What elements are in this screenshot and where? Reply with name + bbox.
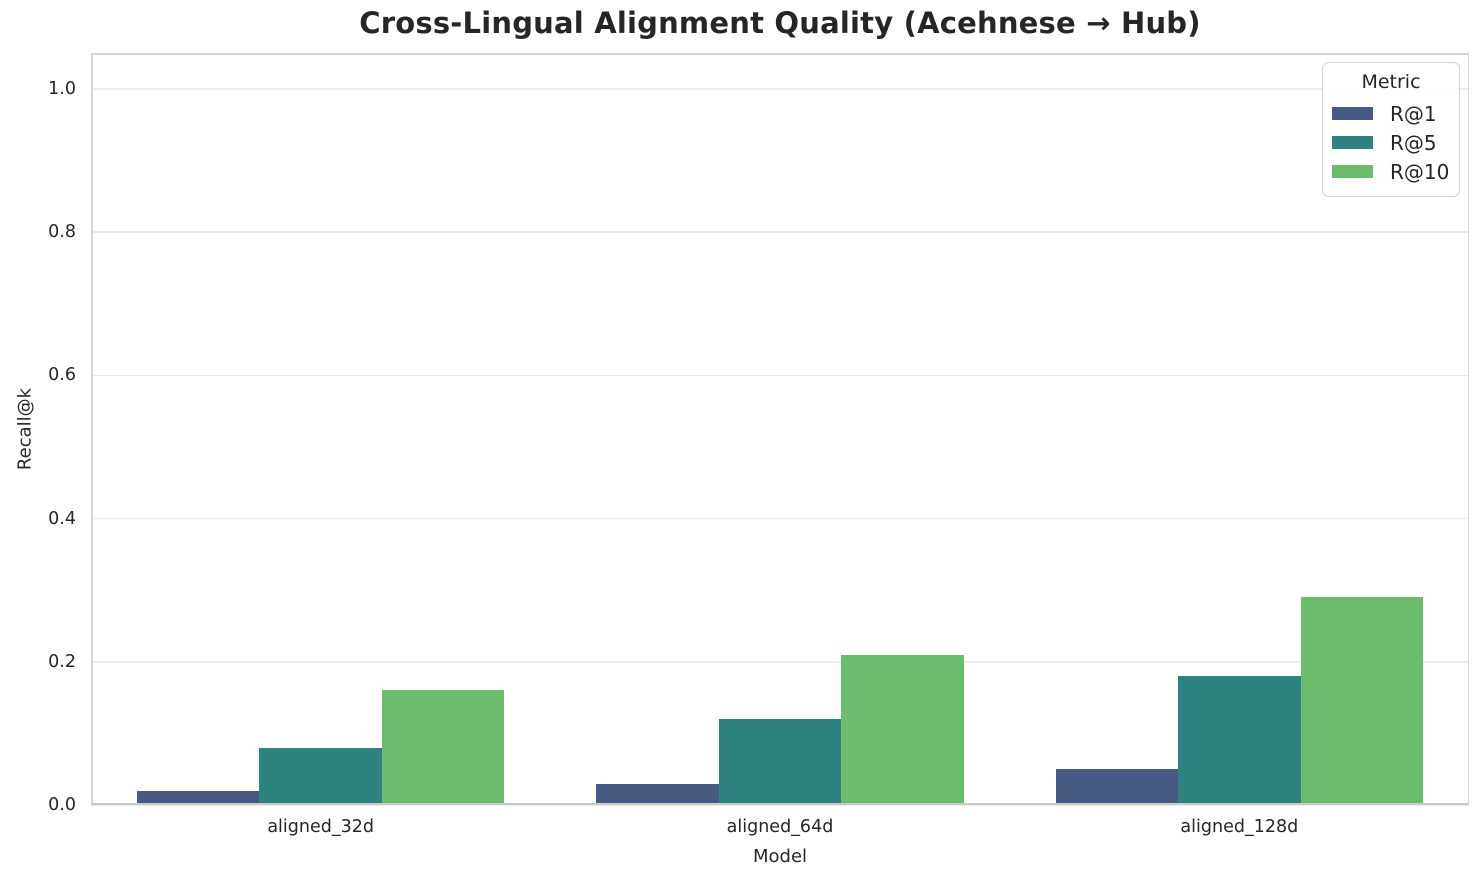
gridline bbox=[91, 231, 1469, 233]
y-tick-label: 0.4 bbox=[48, 508, 76, 529]
legend: Metric R@1 R@5 R@10 bbox=[1322, 62, 1460, 197]
gridline bbox=[91, 88, 1469, 90]
chart-title: Cross-Lingual Alignment Quality (Acehnes… bbox=[359, 6, 1201, 40]
legend-row: R@10 bbox=[1332, 157, 1450, 186]
legend-title: Metric bbox=[1361, 71, 1421, 93]
legend-swatch-R@1 bbox=[1332, 107, 1373, 120]
x-tick-label: aligned_32d bbox=[267, 817, 374, 837]
bar-aligned_128d-R@10 bbox=[1300, 597, 1424, 805]
legend-swatch-R@5 bbox=[1332, 136, 1373, 149]
bar-aligned_128d-R@5 bbox=[1178, 676, 1301, 805]
legend-label: R@10 bbox=[1390, 159, 1450, 184]
x-tick-label: aligned_128d bbox=[1180, 817, 1299, 837]
bar-aligned_32d-R@10 bbox=[381, 690, 505, 805]
bar-aligned_64d-R@1 bbox=[596, 783, 719, 805]
bar-aligned_32d-R@1 bbox=[136, 790, 260, 805]
legend-label: R@5 bbox=[1390, 130, 1437, 155]
plot-spine-bottom bbox=[91, 803, 1469, 805]
bar-aligned_32d-R@5 bbox=[259, 747, 382, 805]
y-tick-label: 0.2 bbox=[48, 651, 76, 672]
y-axis-label: Recall@k bbox=[14, 387, 36, 471]
plot-spine-top bbox=[91, 53, 1469, 55]
gridline bbox=[91, 517, 1469, 520]
legend-label: R@1 bbox=[1390, 101, 1437, 126]
bar-aligned_64d-R@10 bbox=[841, 654, 964, 805]
gridline bbox=[91, 661, 1469, 663]
legend-swatch-R@10 bbox=[1332, 165, 1373, 178]
gridline bbox=[91, 374, 1469, 377]
bar-aligned_64d-R@5 bbox=[718, 719, 842, 805]
plot-spine-right bbox=[1467, 53, 1469, 805]
legend-row: R@5 bbox=[1332, 128, 1450, 157]
x-tick-label: aligned_64d bbox=[726, 817, 834, 837]
y-tick-label: 0.6 bbox=[48, 365, 76, 386]
y-tick-label: 0.0 bbox=[48, 795, 76, 815]
gridline bbox=[91, 804, 1469, 806]
plot-area bbox=[91, 53, 1469, 806]
y-tick-label: 1.0 bbox=[48, 78, 76, 99]
x-axis-label: Model bbox=[752, 846, 808, 867]
plot-spine-left bbox=[91, 53, 93, 805]
bar-aligned_128d-R@1 bbox=[1055, 769, 1179, 805]
legend-row: R@1 bbox=[1332, 99, 1450, 128]
y-tick-label: 0.8 bbox=[48, 222, 76, 243]
